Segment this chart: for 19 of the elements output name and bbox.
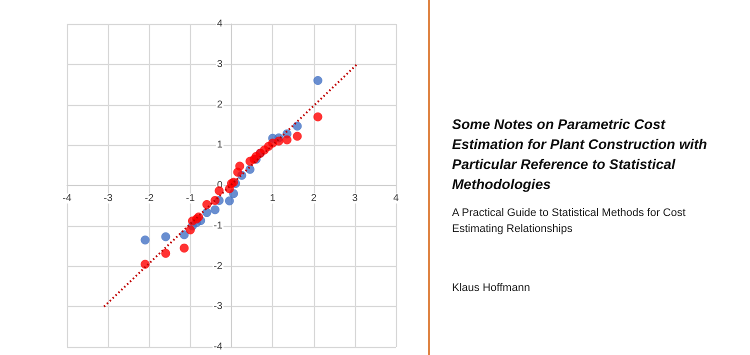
y-tick-label: 3 [216,58,223,70]
x-tick-label: -1 [186,193,196,204]
x-tick-label: 4 [393,193,400,204]
y-tick-label: 2 [216,99,223,110]
x-tick-label: -3 [104,193,113,204]
y-tick-label: -2 [214,260,223,272]
x-tick-label: 3 [352,193,358,204]
y-tick-label: -1 [214,220,223,232]
text: Some Notes on Parametric Cost Estimation for Plant Construction with Particular Reference to Statistical Methodologies [452,115,708,194]
text: Klaus Hoffmann [452,282,530,294]
x-tick-label: -4 [62,193,72,204]
text: A Practical Guide to Statistical Methods for Cost Estimating Relationships [452,206,687,237]
x-tick-label: -2 [144,193,154,204]
x-tick-label: 2 [310,193,317,204]
x-tick-label: 1 [270,193,276,204]
y-tick-label: 1 [216,140,223,151]
y-tick-label: -4 [214,342,223,352]
y-tick-label: 4 [216,18,223,30]
y-tick-label: -3 [214,301,223,312]
